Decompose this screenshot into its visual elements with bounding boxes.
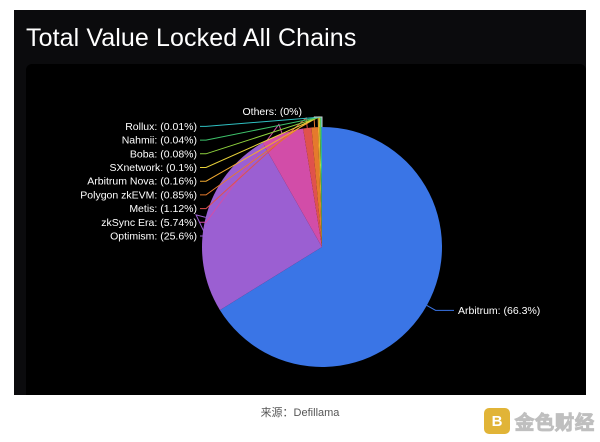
chart-title: Total Value Locked All Chains bbox=[26, 24, 357, 52]
pie-slice-boba bbox=[319, 127, 322, 247]
watermark-text: 金色财经 bbox=[514, 412, 596, 434]
data-label-sxnetwork: SXnetwork: (0.1%) bbox=[109, 162, 197, 174]
data-label-polygon-zkevm: Polygon zkEVM: (0.85%) bbox=[80, 189, 197, 201]
leader-line-arbitrum-nova bbox=[200, 116, 319, 182]
pie-slice-arbitrum bbox=[219, 127, 442, 367]
pie-chart: Optimism: (25.6%) zkSync Era: (5.74%) Meti… bbox=[80, 106, 540, 367]
data-label-rollux: Rollux: (0.01%) bbox=[125, 121, 197, 133]
leader-line-boba bbox=[200, 116, 321, 155]
leader-line-zksync-era bbox=[200, 123, 283, 223]
data-label-nahmii: Nahmii: (0.04%) bbox=[122, 135, 197, 147]
bitcoin-b-icon: B bbox=[484, 408, 510, 434]
leader-line-polygon-zkevm bbox=[200, 116, 316, 196]
leader-line-optimism bbox=[195, 214, 207, 237]
source-caption: 来源：Defillama bbox=[260, 407, 340, 419]
pie-slice-metis bbox=[303, 127, 322, 247]
data-label-metis: Metis: (1.12%) bbox=[129, 203, 197, 215]
chart-card: Total Value Locked All Chains Optimism: … bbox=[14, 10, 586, 395]
data-label-zksync-era: zkSync Era: (5.74%) bbox=[101, 217, 197, 229]
data-label-arbitrum: Arbitrum: (66.3%) bbox=[458, 305, 540, 317]
plot-panel: Optimism: (25.6%) zkSync Era: (5.74%) Meti… bbox=[26, 64, 586, 395]
leader-line-others bbox=[314, 116, 323, 127]
data-label-others: Others: (0%) bbox=[242, 106, 302, 118]
pie-slice-zksync-era bbox=[262, 128, 322, 247]
data-label-boba: Boba: (0.08%) bbox=[130, 148, 197, 160]
data-label-arbitrum-nova: Arbitrum Nova: (0.16%) bbox=[87, 176, 197, 188]
pie-slice-sxnetwork bbox=[319, 127, 322, 247]
pie-slice-nahmii bbox=[320, 127, 322, 247]
data-label-optimism: Optimism: (25.6%) bbox=[110, 231, 197, 243]
leader-line-sxnetwork bbox=[200, 116, 320, 168]
watermark: B 金色财经 bbox=[484, 408, 595, 434]
pie-slice-polygon-zkevm bbox=[311, 127, 322, 247]
leader-line-arbitrum bbox=[426, 305, 454, 311]
leader-line-nahmii bbox=[200, 116, 322, 141]
pie-slice-rollux bbox=[321, 127, 322, 247]
pie-slice-arbitrum-nova bbox=[317, 127, 322, 247]
